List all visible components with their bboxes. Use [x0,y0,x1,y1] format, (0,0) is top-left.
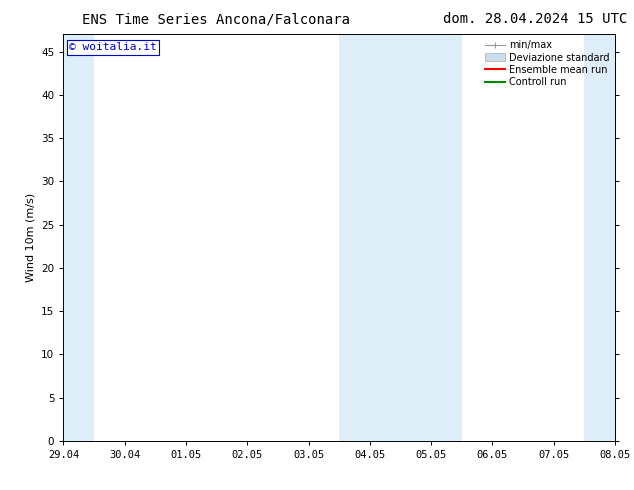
Legend: min/max, Deviazione standard, Ensemble mean run, Controll run: min/max, Deviazione standard, Ensemble m… [481,36,613,91]
Text: dom. 28.04.2024 15 UTC: dom. 28.04.2024 15 UTC [443,12,628,26]
Bar [585,34,615,441]
Bar [339,34,462,441]
Text: ENS Time Series Ancona/Falconara: ENS Time Series Ancona/Falconara [82,12,351,26]
Y-axis label: Wind 10m (m/s): Wind 10m (m/s) [25,193,36,282]
Text: © woitalia.it: © woitalia.it [69,43,157,52]
Bar [63,34,94,441]
